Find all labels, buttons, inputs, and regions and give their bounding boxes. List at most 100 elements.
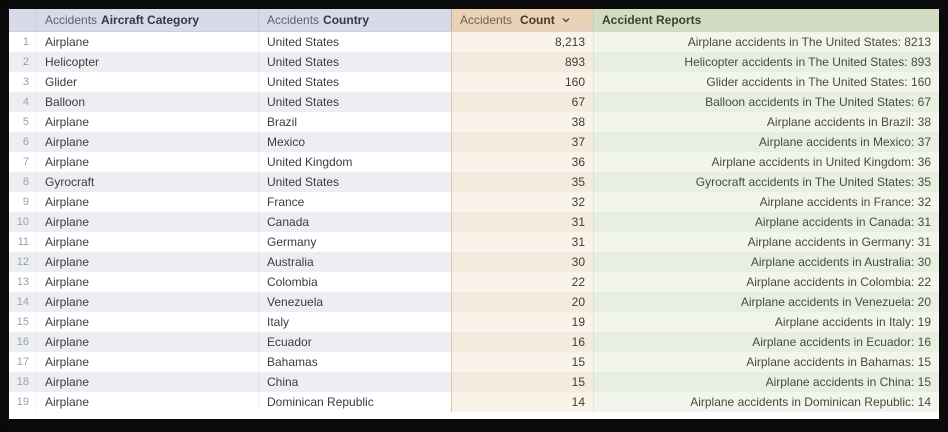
cell-count[interactable]: 37: [451, 132, 593, 152]
cell-accident-report[interactable]: Airplane accidents in Brazil: 38: [593, 112, 939, 132]
table-row[interactable]: 14 Airplane Venezuela 20 Airplane accide…: [9, 292, 939, 312]
cell-count[interactable]: 20: [451, 292, 593, 312]
table-row[interactable]: 7 Airplane United Kingdom 36 Airplane ac…: [9, 152, 939, 172]
cell-aircraft-category[interactable]: Airplane: [37, 372, 259, 392]
cell-aircraft-category[interactable]: Balloon: [37, 92, 259, 112]
cell-country[interactable]: Italy: [259, 312, 451, 332]
cell-country[interactable]: Dominican Republic: [259, 392, 451, 412]
cell-aircraft-category[interactable]: Airplane: [37, 232, 259, 252]
row-index: 4: [9, 92, 37, 112]
cell-count[interactable]: 31: [451, 232, 593, 252]
cell-aircraft-category[interactable]: Glider: [37, 72, 259, 92]
cell-country[interactable]: Venezuela: [259, 292, 451, 312]
cell-accident-report[interactable]: Airplane accidents in China: 15: [593, 372, 939, 392]
cell-country[interactable]: Mexico: [259, 132, 451, 152]
table-row[interactable]: 17 Airplane Bahamas 15 Airplane accident…: [9, 352, 939, 372]
table-row[interactable]: 10 Airplane Canada 31 Airplane accidents…: [9, 212, 939, 232]
cell-accident-report[interactable]: Airplane accidents in Ecuador: 16: [593, 332, 939, 352]
cell-aircraft-category[interactable]: Airplane: [37, 292, 259, 312]
cell-count[interactable]: 893: [451, 52, 593, 72]
cell-country[interactable]: Australia: [259, 252, 451, 272]
cell-count[interactable]: 19: [451, 312, 593, 332]
cell-accident-report[interactable]: Helicopter accidents in The United State…: [593, 52, 939, 72]
cell-count[interactable]: 15: [451, 372, 593, 392]
table-row[interactable]: 1 Airplane United States 8,213 Airplane …: [9, 32, 939, 52]
cell-aircraft-category[interactable]: Airplane: [37, 352, 259, 372]
cell-count[interactable]: 67: [451, 92, 593, 112]
cell-accident-report[interactable]: Airplane accidents in France: 32: [593, 192, 939, 212]
header-count[interactable]: Accidents Count: [451, 9, 593, 31]
cell-country[interactable]: United States: [259, 32, 451, 52]
table-row[interactable]: 3 Glider United States 160 Glider accide…: [9, 72, 939, 92]
cell-accident-report[interactable]: Balloon accidents in The United States: …: [593, 92, 939, 112]
table-row[interactable]: 13 Airplane Colombia 22 Airplane acciden…: [9, 272, 939, 292]
cell-aircraft-category[interactable]: Helicopter: [37, 52, 259, 72]
cell-aircraft-category[interactable]: Airplane: [37, 152, 259, 172]
cell-aircraft-category[interactable]: Airplane: [37, 392, 259, 412]
cell-count[interactable]: 8,213: [451, 32, 593, 52]
cell-country[interactable]: China: [259, 372, 451, 392]
cell-accident-report[interactable]: Airplane accidents in Italy: 19: [593, 312, 939, 332]
cell-accident-report[interactable]: Airplane accidents in Colombia: 22: [593, 272, 939, 292]
cell-accident-report[interactable]: Airplane accidents in Germany: 31: [593, 232, 939, 252]
cell-aircraft-category[interactable]: Airplane: [37, 332, 259, 352]
header-country[interactable]: Accidents Country: [259, 9, 451, 31]
cell-aircraft-category[interactable]: Airplane: [37, 32, 259, 52]
header-aircraft-category[interactable]: Accidents Aircraft Category: [37, 9, 259, 31]
cell-count[interactable]: 22: [451, 272, 593, 292]
table-row[interactable]: 11 Airplane Germany 31 Airplane accident…: [9, 232, 939, 252]
cell-country[interactable]: Canada: [259, 212, 451, 232]
cell-accident-report[interactable]: Glider accidents in The United States: 1…: [593, 72, 939, 92]
cell-count[interactable]: 31: [451, 212, 593, 232]
table-row[interactable]: 15 Airplane Italy 19 Airplane accidents …: [9, 312, 939, 332]
cell-accident-report[interactable]: Airplane accidents in United Kingdom: 36: [593, 152, 939, 172]
cell-country[interactable]: Ecuador: [259, 332, 451, 352]
cell-accident-report[interactable]: Airplane accidents in Dominican Republic…: [593, 392, 939, 412]
cell-count[interactable]: 160: [451, 72, 593, 92]
table-row[interactable]: 8 Gyrocraft United States 35 Gyrocraft a…: [9, 172, 939, 192]
cell-country[interactable]: United States: [259, 172, 451, 192]
cell-country[interactable]: United States: [259, 52, 451, 72]
cell-count[interactable]: 32: [451, 192, 593, 212]
table-row[interactable]: 16 Airplane Ecuador 16 Airplane accident…: [9, 332, 939, 352]
cell-country[interactable]: United Kingdom: [259, 152, 451, 172]
cell-aircraft-category[interactable]: Airplane: [37, 192, 259, 212]
cell-aircraft-category[interactable]: Airplane: [37, 112, 259, 132]
cell-country[interactable]: Colombia: [259, 272, 451, 292]
header-accident-reports[interactable]: Accident Reports: [593, 9, 939, 31]
cell-aircraft-category[interactable]: Airplane: [37, 272, 259, 292]
cell-accident-report[interactable]: Airplane accidents in Venezuela: 20: [593, 292, 939, 312]
cell-aircraft-category[interactable]: Airplane: [37, 312, 259, 332]
cell-country[interactable]: Germany: [259, 232, 451, 252]
cell-country[interactable]: United States: [259, 92, 451, 112]
cell-accident-report[interactable]: Airplane accidents in Mexico: 37: [593, 132, 939, 152]
table-row[interactable]: 4 Balloon United States 67 Balloon accid…: [9, 92, 939, 112]
cell-count[interactable]: 35: [451, 172, 593, 192]
cell-count[interactable]: 30: [451, 252, 593, 272]
cell-country[interactable]: United States: [259, 72, 451, 92]
cell-country[interactable]: France: [259, 192, 451, 212]
cell-count[interactable]: 14: [451, 392, 593, 412]
table-row[interactable]: 12 Airplane Australia 30 Airplane accide…: [9, 252, 939, 272]
cell-country[interactable]: Brazil: [259, 112, 451, 132]
cell-count[interactable]: 38: [451, 112, 593, 132]
table-row[interactable]: 2 Helicopter United States 893 Helicopte…: [9, 52, 939, 72]
cell-accident-report[interactable]: Airplane accidents in Canada: 31: [593, 212, 939, 232]
cell-accident-report[interactable]: Airplane accidents in The United States:…: [593, 32, 939, 52]
cell-count[interactable]: 16: [451, 332, 593, 352]
cell-aircraft-category[interactable]: Airplane: [37, 132, 259, 152]
table-row[interactable]: 19 Airplane Dominican Republic 14 Airpla…: [9, 392, 939, 412]
cell-aircraft-category[interactable]: Airplane: [37, 212, 259, 232]
cell-accident-report[interactable]: Airplane accidents in Bahamas: 15: [593, 352, 939, 372]
cell-accident-report[interactable]: Gyrocraft accidents in The United States…: [593, 172, 939, 192]
table-row[interactable]: 5 Airplane Brazil 38 Airplane accidents …: [9, 112, 939, 132]
cell-country[interactable]: Bahamas: [259, 352, 451, 372]
table-row[interactable]: 9 Airplane France 32 Airplane accidents …: [9, 192, 939, 212]
cell-aircraft-category[interactable]: Airplane: [37, 252, 259, 272]
cell-aircraft-category[interactable]: Gyrocraft: [37, 172, 259, 192]
cell-count[interactable]: 36: [451, 152, 593, 172]
cell-count[interactable]: 15: [451, 352, 593, 372]
table-row[interactable]: 18 Airplane China 15 Airplane accidents …: [9, 372, 939, 392]
cell-accident-report[interactable]: Airplane accidents in Australia: 30: [593, 252, 939, 272]
table-row[interactable]: 6 Airplane Mexico 37 Airplane accidents …: [9, 132, 939, 152]
